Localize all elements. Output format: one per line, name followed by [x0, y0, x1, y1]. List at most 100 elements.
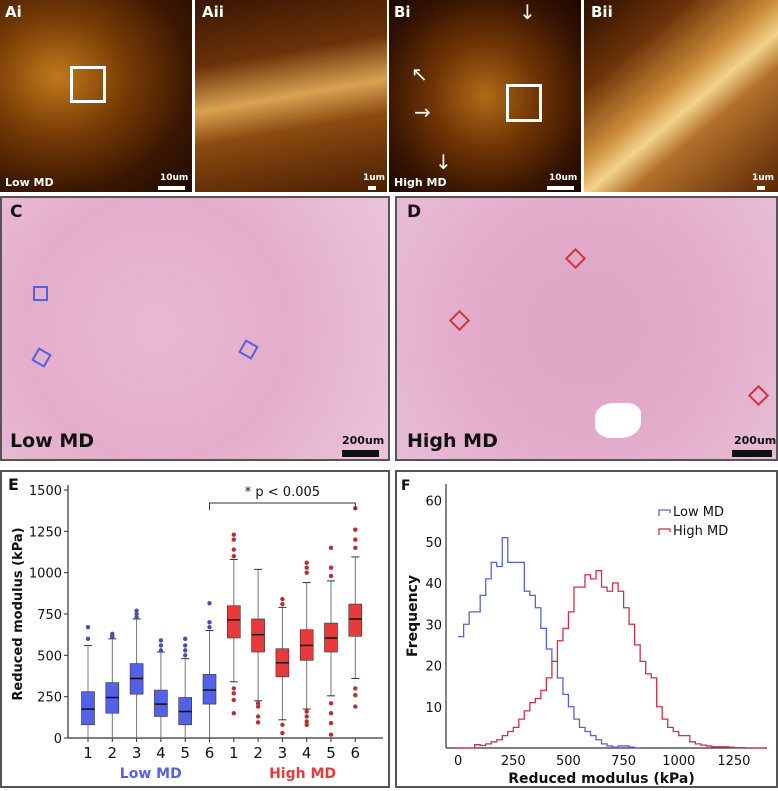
x-tick-label: 3 [132, 744, 142, 762]
outlier-point [134, 608, 139, 613]
scale-bar [342, 450, 379, 457]
scale-bar-label: 1um [363, 173, 386, 183]
panel-bi-afm-image: Bi ↓ ↖ → ↓ High MD 10um [389, 0, 581, 192]
outlier-point [353, 692, 358, 698]
x-tick-label: 1 [229, 744, 239, 762]
scale-bar-label: 1um [752, 173, 775, 183]
outlier-point [207, 601, 212, 606]
x-tick-label: 4 [302, 744, 312, 762]
x-tick-label: 6 [351, 744, 361, 762]
scale-bar-label: 10um [160, 173, 189, 183]
outlier-point [183, 636, 188, 641]
panel-label: E [8, 475, 19, 494]
x-axis-label: Reduced modulus (kPa) [508, 771, 695, 786]
scale-bar-label: 200um [734, 434, 777, 447]
x-tick-label: 250 [501, 754, 526, 769]
x-group-label: High MD [269, 766, 336, 782]
outlier-point [231, 553, 236, 559]
outlier-point [328, 711, 334, 716]
duct-lumen [595, 403, 641, 438]
legend-label: Low MD [673, 505, 724, 520]
outlier-point [353, 686, 358, 691]
scale-bar [757, 186, 765, 190]
y-tick-label: 30 [425, 618, 442, 633]
box [81, 691, 95, 726]
y-axis-label: Reduced modulus (kPa) [11, 527, 26, 700]
box [251, 618, 265, 653]
y-tick-label: 0 [54, 732, 62, 747]
panel-label: F [401, 478, 411, 494]
outlier-point [183, 653, 188, 658]
scale-bar [732, 450, 772, 457]
box [154, 689, 168, 717]
y-tick-label: 20 [425, 660, 442, 675]
y-tick-label: 500 [37, 649, 62, 664]
arrow-icon: → [414, 100, 431, 124]
arrow-icon: ↓ [519, 0, 536, 24]
outlier-point [304, 722, 309, 727]
histogram-svg: F 10 20 30 40 50 60 0 250 500 750 1000 1250 Reduced m… [401, 478, 767, 787]
outlier-point [280, 596, 285, 602]
scale-bar [368, 186, 376, 190]
zoom-region-box [70, 66, 106, 103]
panel-label: Bi [394, 3, 411, 21]
outlier-point [280, 601, 285, 607]
scale-bar [547, 186, 574, 190]
x-tick-label: 2 [253, 744, 263, 762]
panel-ai-afm-image: Ai Low MD 10um [0, 0, 192, 192]
y-tick-label: 40 [425, 577, 442, 592]
outlier-point [353, 704, 358, 709]
sample-region-marker [448, 309, 471, 332]
outlier-point [231, 547, 236, 552]
histogram-line [458, 569, 767, 749]
sample-region-marker [747, 384, 770, 407]
box [202, 674, 217, 705]
y-tick-label: 1250 [29, 525, 62, 540]
outlier-point [183, 648, 188, 653]
panel-bii-afm-image: Bii 1um [584, 0, 778, 192]
scale-bar-label: 200um [342, 434, 385, 447]
outlier-point [207, 620, 212, 625]
outlier-point [231, 711, 236, 716]
x-tick-label: 5 [326, 744, 336, 762]
outlier-point [85, 636, 91, 641]
outlier-point [328, 545, 334, 551]
x-tick-label: 1250 [717, 754, 750, 769]
legend-swatch [658, 528, 671, 535]
y-tick-label: 60 [425, 495, 442, 510]
outlier-point [134, 615, 139, 620]
outlier-point [353, 545, 358, 551]
outlier-point [85, 625, 91, 630]
y-tick-label: 10 [425, 701, 442, 716]
outlier-point [304, 719, 309, 724]
outlier-point [255, 720, 261, 725]
x-tick-label: 0 [454, 754, 462, 769]
panel-c-histology-image: C Low MD 200um [0, 196, 390, 461]
legend-label: High MD [673, 524, 728, 539]
panel-aii-afm-image: Aii 1um [195, 0, 387, 192]
x-tick-label: 1000 [662, 754, 695, 769]
outlier-point [231, 537, 236, 542]
outlier-point [158, 638, 164, 643]
scale-bar-label: 10um [549, 173, 578, 183]
outlier-point [328, 720, 334, 726]
outlier-point [134, 611, 139, 617]
sample-region-marker [31, 347, 52, 368]
y-tick-label: 250 [37, 691, 62, 706]
significance-annotation: * p < 0.005 [245, 485, 320, 500]
y-tick-label: 1500 [29, 484, 62, 499]
outlier-point [231, 691, 236, 696]
box [348, 603, 363, 637]
outlier-point [183, 643, 188, 648]
group-caption: High MD [394, 176, 447, 189]
arrow-icon: ↖ [411, 62, 428, 86]
panel-label: Aii [202, 3, 224, 21]
panel-f-histogram: F 10 20 30 40 50 60 0 250 500 750 1000 1250 Reduced m… [395, 470, 778, 788]
outlier-point [255, 704, 261, 709]
x-tick-label: 2 [108, 744, 118, 762]
outlier-point [328, 573, 334, 579]
outlier-point [304, 570, 309, 575]
x-tick-label: 750 [611, 754, 636, 769]
outlier-point [328, 565, 334, 570]
outlier-point [231, 697, 236, 703]
